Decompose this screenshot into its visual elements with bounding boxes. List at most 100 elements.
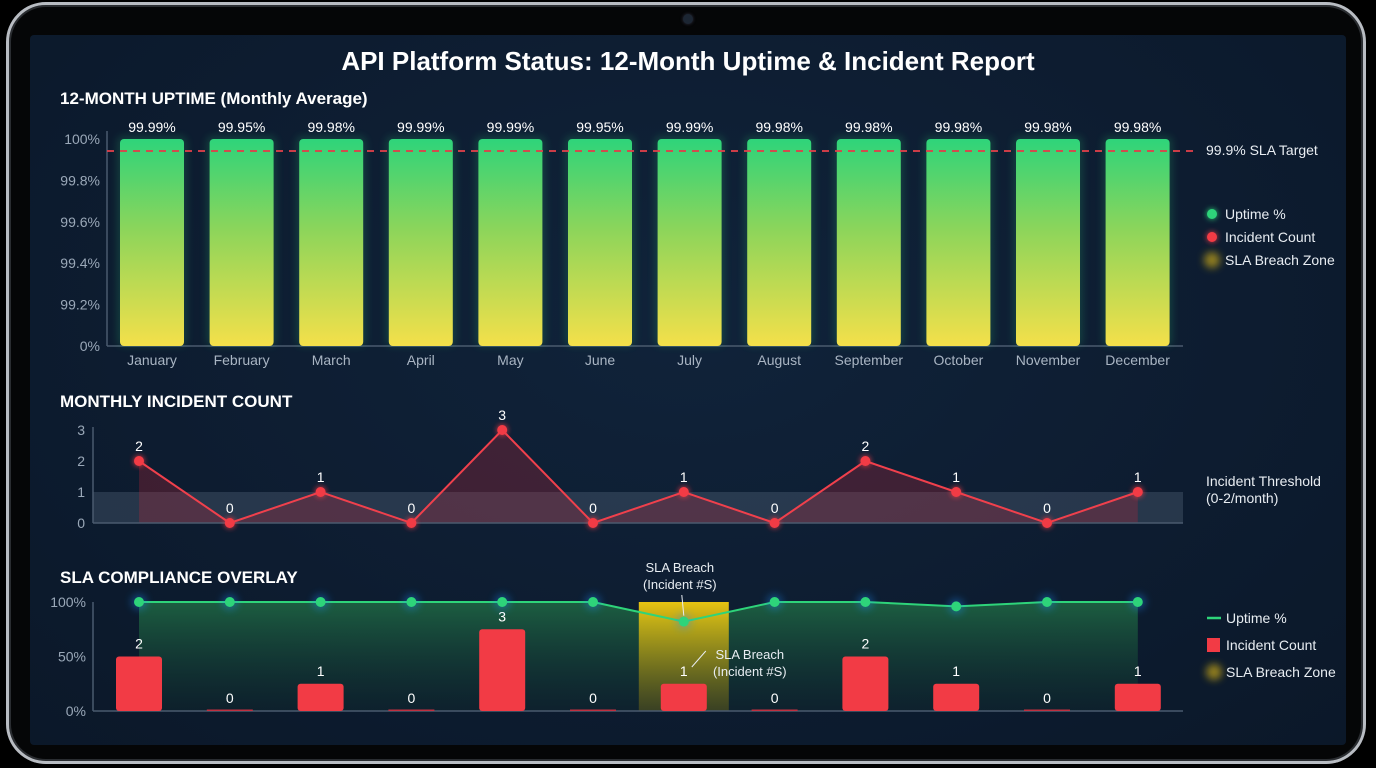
incident-value-label-december: 1 [1134,469,1142,485]
uptime-bar-june [568,139,632,346]
x-tick-label-august: August [757,352,801,368]
uptime-chart-legend: Uptime % Incident Count SLA Breach Zone [1204,206,1335,268]
incident-bar-label-september: 2 [862,636,870,652]
incident-bar-august [751,709,798,711]
uptime-point-may [497,597,508,607]
uptime-line [139,601,1138,623]
incident-point-january [134,456,144,466]
uptime-bar-september [836,139,901,346]
incident-bar-may [479,629,526,711]
x-tick-label-june: June [585,352,616,368]
incident-value-label-july: 1 [680,469,688,485]
incident-bar-march [297,683,344,711]
incident-value-label-june: 0 [589,500,597,516]
y-tick-label: 99.2% [60,297,100,313]
incident-bar-november [1024,709,1070,711]
uptime-point-june [588,597,598,607]
uptime-chart: 12-MONTH UPTIME (Monthly Average) 99.9% … [60,89,1335,368]
y-tick-label: 100% [50,594,86,610]
uptime-bar-may [478,139,543,346]
uptime-point-august [769,597,780,607]
y-tick-label: 99.8% [60,172,100,188]
x-tick-label-february: February [214,352,270,368]
x-tick-label-december: December [1105,352,1170,368]
incident-bar-label-november: 0 [1043,690,1051,706]
incident-bar-june [570,709,616,711]
incident-bar-label-march: 1 [317,663,325,679]
uptime-point-march [315,597,326,607]
uptime-point-april [406,597,417,607]
uptime-point-february [224,597,235,607]
y-tick-label: 1 [77,484,85,500]
uptime-value-label-june: 99.95% [576,119,623,135]
incident-value-label-september: 2 [862,438,870,454]
incident-bar-label-june: 0 [589,690,597,706]
legend-label-incident-count: Incident Count [1225,229,1315,245]
uptime-bar-january [120,139,184,346]
incident-point-may [497,425,508,435]
uptime-point-january [134,597,144,607]
y-tick-label: 0% [66,703,86,719]
sla-chart-legend: Uptime % Incident Count SLA Breach Zone [1206,610,1336,680]
uptime-chart-title: 12-MONTH UPTIME (Monthly Average) [60,89,368,108]
uptime-value-label-february: 99.95% [218,119,265,135]
x-tick-label-may: May [497,352,523,368]
incident-value-label-august: 0 [771,500,779,516]
sla-compliance-chart: SLA COMPLIANCE OVERLAY Uptime % Incident … [50,560,1336,719]
incident-point-october [951,487,962,497]
incident-point-march [315,487,326,497]
x-tick-label-november: November [1016,352,1081,368]
x-tick-label-october: October [933,352,983,368]
uptime-point-september [860,597,871,607]
uptime-value-label-november: 99.98% [1024,119,1071,135]
sla-target-label: 99.9% SLA Target [1206,142,1318,158]
legend-label-incident-count: Incident Count [1226,637,1316,653]
uptime-point-october [951,601,962,612]
incident-bar-label-april: 0 [408,690,416,706]
uptime-bar-july [657,139,722,346]
dashboard-screen: API Platform Status: 12-Month Uptime & I… [30,35,1346,745]
uptime-value-label-may: 99.99% [487,119,534,135]
incident-point-december [1132,487,1143,497]
incident-line [138,428,1139,525]
incident-bar-label-july: 1 [680,663,688,679]
legend-label-uptime-: Uptime % [1226,610,1287,626]
uptime-value-label-august: 99.98% [755,119,802,135]
legend-label-sla-breach-zone: SLA Breach Zone [1226,664,1336,680]
uptime-bar-february [209,139,274,346]
uptime-area [139,602,1138,711]
legend-marker-incident-count [1207,232,1217,242]
uptime-point-november [1042,597,1052,607]
incident-bar-label-december: 1 [1134,663,1142,679]
y-tick-label: 0 [77,515,85,531]
legend-marker-incident-count [1207,638,1220,652]
annotation-1-leader [681,594,685,616]
incident-bar-label-january: 2 [135,636,143,652]
annotation-1-line-1: SLA Breach [645,560,714,575]
incident-bar-december [1114,683,1161,711]
legend-label-sla-breach-zone: SLA Breach Zone [1225,252,1335,268]
incident-bar-february [206,709,253,711]
uptime-value-label-october: 99.98% [935,119,982,135]
annotation-2-line-1: SLA Breach [715,647,784,662]
incident-value-label-february: 0 [226,500,234,516]
incident-bar-label-may: 3 [498,608,506,624]
uptime-bar-march [299,139,364,346]
uptime-value-label-september: 99.98% [845,119,892,135]
incident-bar-october [933,683,980,711]
uptime-bar-august [747,139,812,346]
uptime-value-label-july: 99.99% [666,119,713,135]
y-tick-label: 99.6% [60,214,100,230]
incident-bar-july [660,683,707,711]
uptime-point-december [1132,597,1143,607]
legend-label-uptime-: Uptime % [1225,206,1286,222]
uptime-bar-april [388,139,453,346]
threshold-label-line-2: (0-2/month) [1206,490,1278,506]
incident-point-february [224,518,235,528]
uptime-point-july [678,616,689,627]
uptime-value-label-march: 99.98% [307,119,354,135]
uptime-value-label-april: 99.99% [397,119,444,135]
uptime-bar-october [926,139,991,346]
incident-bar-april [388,709,435,711]
y-tick-label: 50% [58,649,86,665]
